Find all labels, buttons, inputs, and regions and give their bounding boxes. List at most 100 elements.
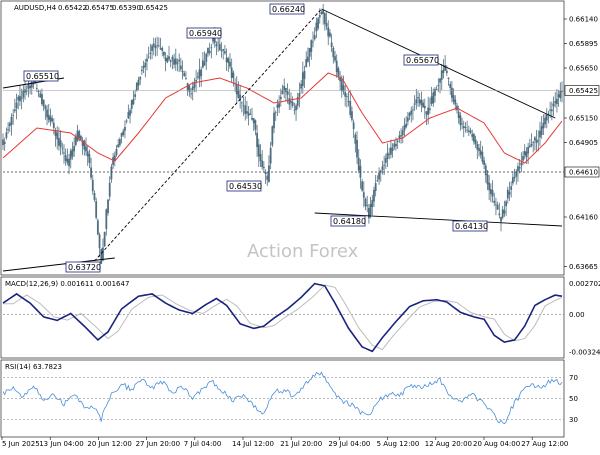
candle-body — [486, 174, 489, 185]
x-tick-label: 5 Aug 12:00 — [377, 440, 420, 448]
candle-body — [556, 98, 558, 105]
level-label: 0.64530 — [229, 182, 262, 191]
candle-body — [340, 79, 343, 91]
candle-body — [166, 58, 169, 63]
candle-body — [85, 146, 87, 152]
candle-body — [428, 108, 431, 110]
candle-body — [295, 105, 297, 111]
candle-body — [230, 67, 233, 78]
candle-body — [493, 200, 496, 203]
candle-body — [506, 189, 509, 199]
candle-body — [339, 76, 341, 82]
price-marker-box — [564, 85, 600, 96]
price-tick-label: 0.65425 — [569, 87, 598, 95]
candle-body — [68, 158, 70, 167]
candle-body — [259, 154, 262, 162]
candle-body — [517, 166, 519, 172]
candle-body — [224, 51, 226, 54]
candle-body — [22, 90, 25, 98]
candle-body — [505, 201, 507, 207]
candle-body — [508, 191, 511, 195]
candle-body — [357, 157, 360, 171]
candle-body — [181, 70, 184, 73]
candle-body — [484, 165, 487, 176]
candle-body — [169, 60, 172, 62]
candle-body — [527, 146, 530, 154]
candle-body — [366, 205, 369, 207]
price-tick-label: 0.65895 — [569, 40, 598, 48]
x-tick-label: 14 Jul 12:00 — [232, 440, 274, 448]
candle-body — [179, 65, 182, 70]
candle-body — [403, 125, 406, 131]
x-tick-label: 27 Aug 12:00 — [521, 440, 568, 448]
x-tick-label: 20 Aug 04:00 — [473, 440, 520, 448]
candle-body — [191, 86, 194, 91]
candle-body — [217, 42, 220, 44]
price-marker-box — [564, 166, 600, 178]
candle-body — [266, 175, 269, 180]
candle-body — [552, 103, 555, 107]
candle-body — [354, 134, 357, 144]
candle-body — [220, 50, 223, 52]
candle-body — [190, 93, 192, 95]
price-tick-label: 0.64160 — [569, 214, 598, 222]
candle-body — [13, 109, 16, 112]
candle-body — [171, 56, 174, 60]
candle-body — [384, 158, 387, 163]
candle-body — [408, 112, 411, 117]
candle-body — [327, 27, 330, 37]
candle-body — [391, 147, 394, 152]
candle-body — [511, 177, 514, 184]
candle-body — [244, 105, 247, 115]
candle-body — [2, 139, 4, 146]
candle-body — [247, 112, 250, 116]
candle-body — [381, 166, 384, 171]
candle-body — [151, 45, 153, 51]
candle-body — [71, 149, 74, 157]
candle-body — [127, 112, 130, 119]
candle-body — [17, 96, 20, 101]
candle-body — [418, 99, 421, 104]
candle-body — [452, 95, 455, 102]
candle-body — [46, 109, 48, 118]
candle-body — [447, 77, 450, 79]
candle-body — [554, 101, 557, 104]
candle-body — [35, 87, 38, 89]
candle-body — [240, 102, 243, 104]
candle-body — [379, 170, 382, 173]
candle-body — [156, 45, 159, 47]
level-label: 0.66240 — [272, 5, 305, 14]
candle-body — [41, 94, 43, 105]
candle-body — [212, 37, 214, 42]
x-tick-label: 13 Jun 04:00 — [39, 440, 83, 448]
candle-body — [535, 139, 538, 144]
level-label-box — [226, 180, 262, 192]
candle-body — [59, 140, 62, 147]
candle-body — [273, 112, 275, 129]
candle-body — [63, 152, 65, 154]
candle-body — [281, 90, 284, 95]
candle-body — [533, 137, 536, 141]
candle-body — [12, 115, 15, 116]
candle-body — [307, 56, 309, 62]
candle-body — [76, 130, 79, 141]
candle-body — [25, 90, 28, 92]
candle-body — [530, 143, 533, 146]
candle-body — [208, 50, 211, 54]
candle-body — [520, 162, 523, 166]
candle-body — [298, 93, 301, 97]
candle-body — [356, 140, 358, 158]
candle-body — [469, 130, 472, 133]
candle-body — [237, 89, 240, 98]
candle-body — [83, 140, 86, 150]
candle-body — [74, 136, 77, 145]
level-label-box — [269, 3, 305, 15]
candle-body — [515, 171, 518, 177]
candle-body — [39, 93, 42, 98]
candle-body — [54, 129, 57, 137]
candle-body — [550, 109, 553, 112]
candle-body — [188, 85, 191, 92]
level-label-box — [452, 220, 488, 232]
candle-body — [522, 156, 524, 161]
candle-body — [308, 47, 311, 57]
